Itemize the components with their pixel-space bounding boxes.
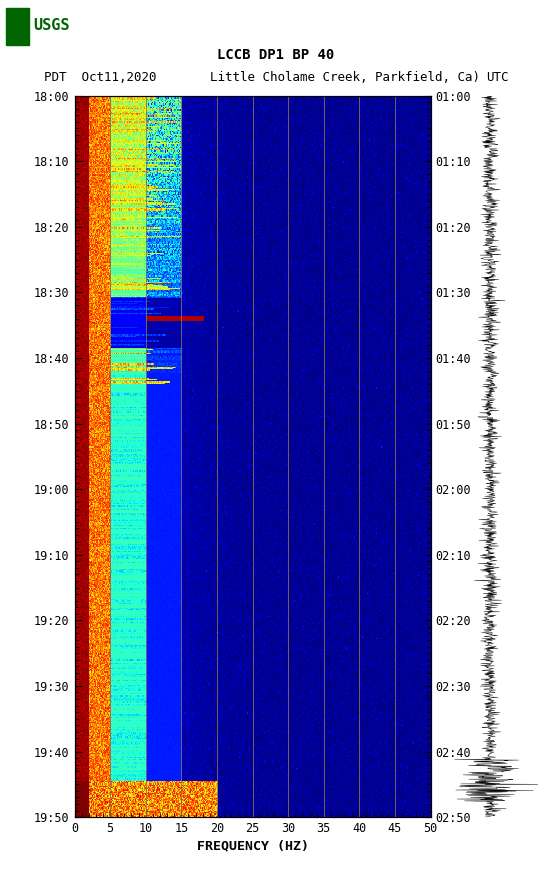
- Text: UTC: UTC: [486, 71, 508, 84]
- Text: PDT  Oct11,2020: PDT Oct11,2020: [44, 71, 157, 84]
- X-axis label: FREQUENCY (HZ): FREQUENCY (HZ): [197, 839, 309, 852]
- Text: Little Cholame Creek, Parkfield, Ca): Little Cholame Creek, Parkfield, Ca): [210, 71, 480, 84]
- Text: LCCB DP1 BP 40: LCCB DP1 BP 40: [217, 47, 335, 62]
- Text: USGS: USGS: [33, 18, 70, 33]
- Bar: [6, 8, 29, 45]
